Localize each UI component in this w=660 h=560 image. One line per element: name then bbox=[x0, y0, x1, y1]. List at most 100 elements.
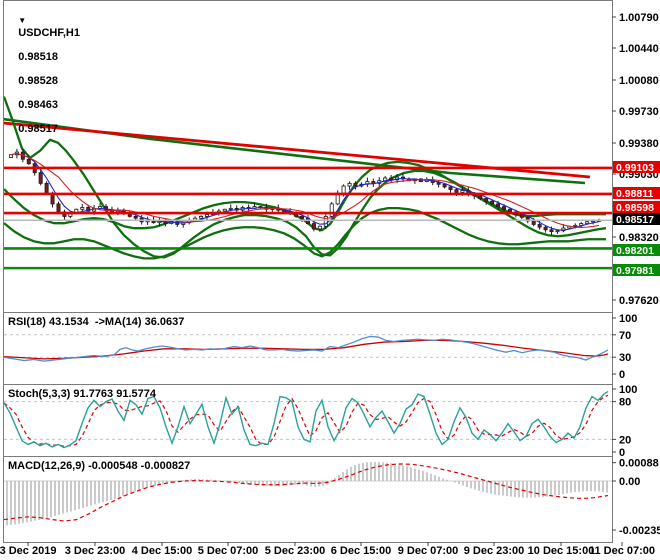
candle-body bbox=[44, 182, 49, 194]
candle-body bbox=[353, 182, 358, 187]
candle-body bbox=[573, 224, 578, 227]
window-menu-icon[interactable]: ▼ bbox=[18, 16, 27, 25]
price-level-badge-value: 0.98811 bbox=[616, 188, 654, 200]
rsi-scale-label: 30 bbox=[619, 352, 631, 364]
time-axis-label: 6 Dec 15:00 bbox=[331, 545, 392, 557]
candle-body bbox=[323, 216, 328, 227]
macd-scale-label: 0.00 bbox=[619, 476, 640, 488]
ohlc-high: 0.98528 bbox=[18, 75, 58, 87]
macd-indicator-label: MACD(12,26,9) -0.000548 -0.000827 bbox=[8, 460, 191, 472]
stoch-scale-label: 20 bbox=[619, 434, 631, 446]
price-scale-label: 1.00080 bbox=[619, 75, 659, 87]
price-level-badge bbox=[613, 161, 660, 173]
macd-scale-label: 0.00088 bbox=[619, 458, 659, 470]
candle-body bbox=[26, 158, 31, 165]
candle-body bbox=[133, 216, 138, 219]
price-scale-label: 0.97620 bbox=[619, 295, 659, 307]
candle-body bbox=[199, 216, 204, 219]
price-level-badge-value: 0.98201 bbox=[616, 245, 654, 257]
time-axis-label: 10 Dec 15:00 bbox=[528, 545, 595, 557]
candle-body bbox=[478, 195, 483, 199]
candle-body bbox=[347, 182, 352, 187]
candle-body bbox=[591, 220, 596, 223]
stoch-signal-line bbox=[3, 394, 609, 447]
panel-frame-1 bbox=[3, 312, 613, 385]
candle-body bbox=[341, 185, 346, 194]
panel-frame-3 bbox=[3, 456, 613, 543]
candle-body bbox=[228, 207, 233, 210]
price-level-badge bbox=[613, 264, 660, 276]
time-axis-label: 5 Dec 23:00 bbox=[265, 545, 326, 557]
rsi-scale-label: 100 bbox=[619, 313, 637, 325]
rsi-scale-label: 70 bbox=[619, 330, 631, 342]
candle-body bbox=[496, 203, 501, 207]
candle-body bbox=[454, 189, 459, 193]
price-scale-label: 0.99730 bbox=[619, 106, 659, 118]
candle-body bbox=[501, 206, 506, 210]
main-chart-layer bbox=[4, 96, 607, 260]
candle-body bbox=[8, 154, 13, 158]
ohlc-low: 0.98463 bbox=[18, 99, 58, 111]
candle-body bbox=[442, 183, 447, 188]
price-level-badge-value: 0.98598 bbox=[616, 202, 654, 214]
candle-body bbox=[80, 207, 85, 210]
candle-body bbox=[329, 203, 334, 217]
time-axis-label: 9 Dec 07:00 bbox=[398, 545, 459, 557]
stoch-scale-label: 0 bbox=[619, 447, 625, 459]
band-lower-line bbox=[4, 206, 606, 260]
price-level-badge-value: 0.99103 bbox=[616, 162, 654, 174]
candle-body bbox=[484, 198, 489, 202]
symbol-timeframe-label: USDCHF,H1 bbox=[18, 27, 80, 39]
stoch-scale-label: 100 bbox=[619, 384, 637, 396]
candle-body bbox=[531, 220, 536, 225]
price-level-badge bbox=[613, 187, 660, 199]
stoch-scale-label: 80 bbox=[619, 397, 631, 409]
candle-body bbox=[389, 177, 394, 181]
price-level-badge bbox=[613, 213, 660, 225]
candle-body bbox=[317, 225, 322, 230]
price-level-badge bbox=[613, 244, 660, 256]
candle-body bbox=[555, 230, 560, 233]
candle-body bbox=[549, 229, 554, 232]
ma-fast-blue-line bbox=[10, 152, 600, 231]
price-scale-label: 1.00440 bbox=[619, 43, 659, 55]
candle-body bbox=[204, 214, 209, 217]
candle-body bbox=[300, 216, 305, 219]
time-axis-label: 3 Dec 2019 bbox=[0, 545, 56, 557]
candle-body bbox=[311, 223, 316, 230]
ohlc-open: 0.98518 bbox=[18, 51, 58, 63]
stoch-main-line bbox=[3, 390, 609, 449]
time-axis-label: 5 Dec 07:00 bbox=[198, 545, 259, 557]
ohlc-close: 0.98517 bbox=[18, 123, 58, 135]
candle-body bbox=[86, 207, 91, 212]
candle-body bbox=[537, 224, 542, 228]
candle-body bbox=[490, 200, 495, 205]
time-axis-label: 11 Dec 07:00 bbox=[589, 545, 655, 557]
candle-body bbox=[585, 221, 590, 224]
rsi-indicator-label: RSI(18) 43.1534 ->MA(14) 36.0637 bbox=[8, 316, 185, 328]
candle-body bbox=[38, 172, 43, 184]
candle-body bbox=[460, 190, 465, 193]
price-scale-label: 0.99380 bbox=[619, 138, 659, 150]
rsi-scale-label: 0 bbox=[619, 369, 625, 381]
candle-body bbox=[543, 226, 548, 231]
chart-header: ▼ USDCHF,H1 0.98518 0.98528 0.98463 0.98… bbox=[6, 3, 80, 147]
macd-signal-line bbox=[3, 463, 609, 522]
time-axis-label: 4 Dec 15:00 bbox=[132, 545, 193, 557]
price-scale-label: 1.00790 bbox=[619, 12, 659, 24]
time-axis-label: 3 Dec 23:00 bbox=[65, 545, 126, 557]
time-axis-label: 9 Dec 23:00 bbox=[464, 545, 525, 557]
price-level-badge-value: 0.97981 bbox=[616, 265, 654, 277]
candle-body bbox=[222, 208, 227, 212]
candle-body bbox=[448, 186, 453, 191]
stoch-indicator-label: Stoch(5,3,3) 91.7763 91.5774 bbox=[8, 388, 156, 400]
price-level-badge-value: 0.98517 bbox=[616, 214, 654, 226]
price-level-badge bbox=[613, 201, 660, 213]
candle-body bbox=[519, 214, 524, 218]
panel-frame-2 bbox=[3, 384, 613, 457]
candle-body bbox=[507, 208, 512, 213]
candle-body bbox=[56, 203, 61, 213]
